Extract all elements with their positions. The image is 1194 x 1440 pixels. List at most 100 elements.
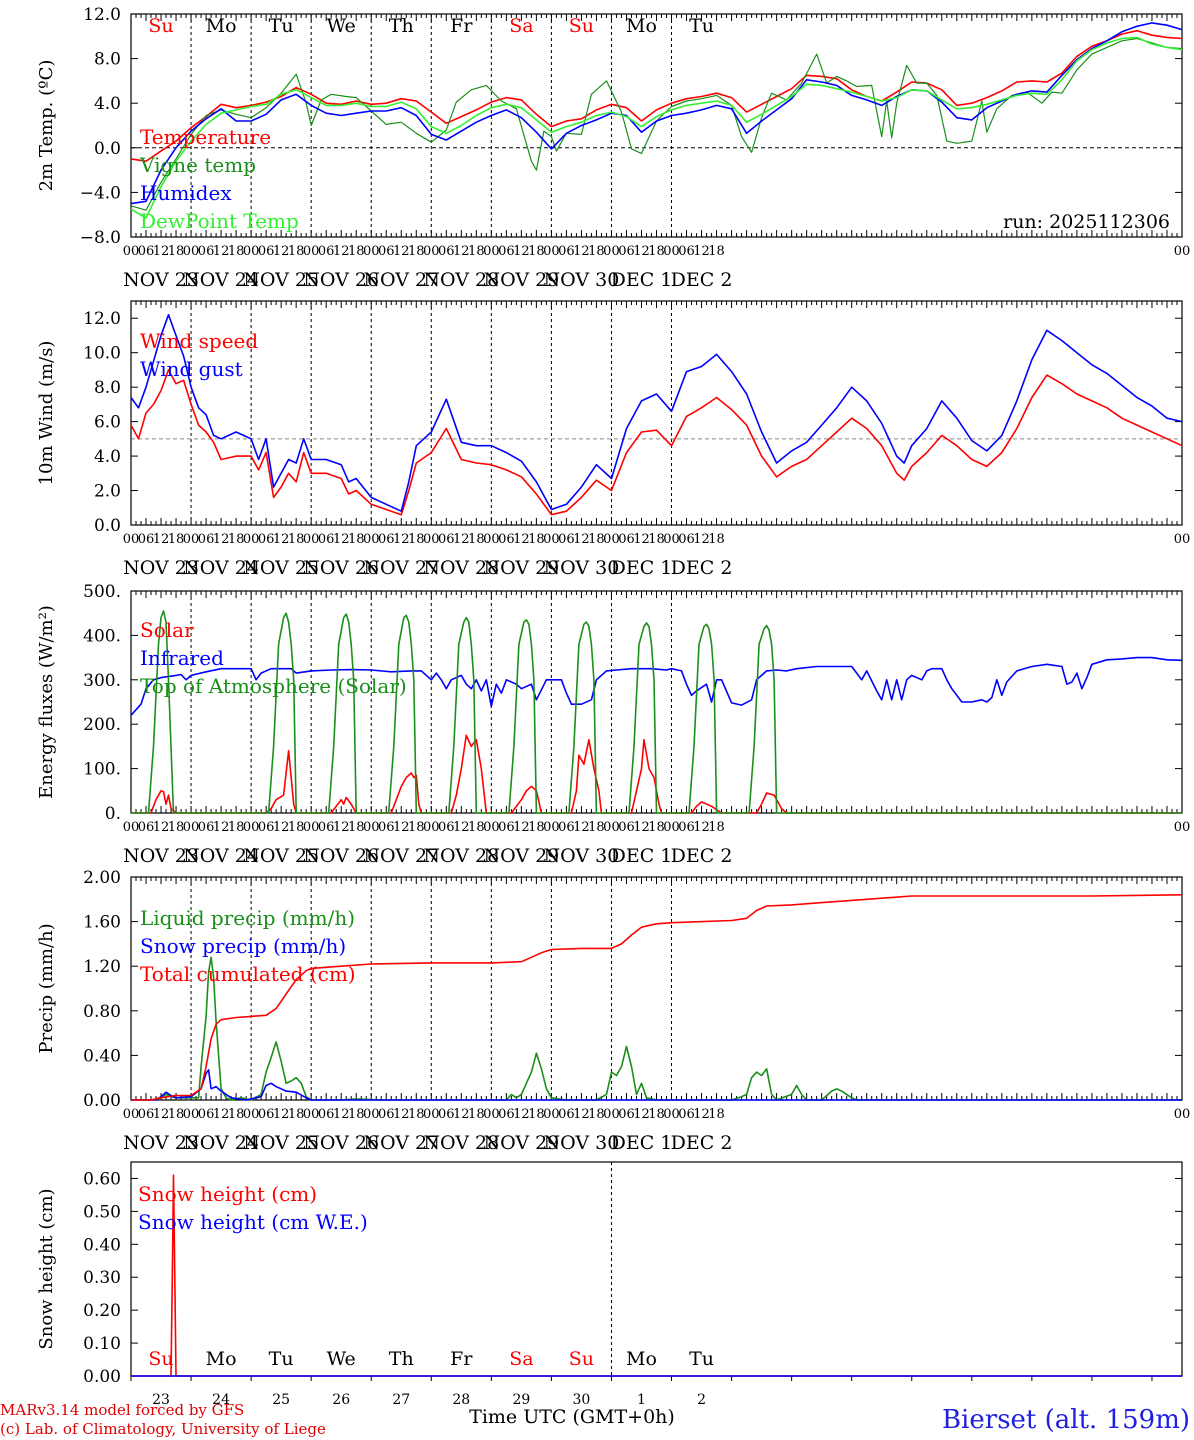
y-tick-label: 400. (83, 626, 121, 646)
hour-tick-label: 18 (468, 820, 485, 835)
panel-temperature: −8.0−4.00.04.08.012.02m Temp. (ºC)000612… (36, 5, 1190, 291)
hour-tick-label: 12 (573, 820, 590, 835)
date-label: NOV 23 (123, 269, 199, 291)
y-tick-label: 8.0 (94, 378, 121, 398)
hour-tick-label: 18 (588, 244, 605, 259)
day-of-week-label: Tu (689, 15, 714, 37)
hour-tick-label: 18 (528, 244, 545, 259)
hour-tick-label: 06 (438, 1107, 455, 1122)
hour-tick-label: 00 (363, 1107, 380, 1122)
hour-tick-label: 12 (633, 1107, 650, 1122)
y-tick-label: 12.0 (83, 309, 121, 329)
hour-tick-label: 00 (183, 532, 200, 547)
hour-tick-label: 00 (603, 532, 620, 547)
hour-tick-label: 06 (678, 244, 695, 259)
hour-tick-label: 00 (543, 244, 560, 259)
hour-tick-label: 12 (393, 244, 410, 259)
y-tick-label: 0.20 (83, 1301, 121, 1321)
date-label: NOV 29 (483, 1132, 559, 1154)
date-label: NOV 26 (303, 557, 379, 579)
hour-tick-label: 18 (348, 820, 365, 835)
hour-tick-label: 06 (138, 1107, 155, 1122)
hour-tick-label: 18 (408, 244, 425, 259)
hour-tick-label: 00 (423, 820, 440, 835)
hour-tick-label: 06 (558, 1107, 575, 1122)
hour-tick-label: 00 (303, 1107, 320, 1122)
day-of-week-label: Mo (626, 1348, 657, 1370)
y-axis-label: Precip (mm/h) (36, 923, 57, 1053)
day-of-week-label: Fr (450, 15, 473, 37)
series-line-dewpoint-temp (130, 36, 1183, 219)
hour-tick-label: 18 (708, 1107, 725, 1122)
hour-tick-label: 06 (318, 1107, 335, 1122)
day-of-week-label: Mo (206, 1348, 237, 1370)
date-label: NOV 30 (544, 1132, 620, 1154)
hour-tick-label: 06 (138, 244, 155, 259)
hour-tick-label: 12 (393, 820, 410, 835)
hour-tick-label: 12 (573, 244, 590, 259)
hour-tick-label: 06 (318, 820, 335, 835)
hour-tick-label: 06 (198, 244, 215, 259)
legend-entry: Snow precip (mm/h) (140, 934, 346, 958)
series-line-top-of-atmosphere-solar (131, 610, 1182, 814)
hour-tick-label: 00 (243, 532, 260, 547)
hour-tick-label: 00 (483, 244, 500, 259)
hour-tick-label: 12 (333, 820, 350, 835)
y-tick-label: 500. (83, 582, 121, 602)
hour-tick-label: 06 (618, 532, 635, 547)
hour-tick-label: 18 (408, 820, 425, 835)
hour-tick-label: 00 (663, 244, 680, 259)
hour-tick-label: 00 (423, 1107, 440, 1122)
date-label: NOV 27 (363, 1132, 439, 1154)
hour-tick-label: 12 (213, 244, 230, 259)
hour-tick-label: 18 (468, 1107, 485, 1122)
series-line-liquid-precip-mm-h (131, 956, 1182, 1101)
y-tick-label: 6.0 (94, 413, 121, 433)
y-tick-label: 0.40 (83, 1235, 121, 1255)
hour-tick-label: 06 (678, 1107, 695, 1122)
date-label: NOV 24 (183, 557, 259, 579)
legend-entry: Vigne temp (139, 153, 256, 177)
hour-tick-label: 00 (483, 532, 500, 547)
series-line-wind-gust (130, 314, 1183, 512)
y-tick-label: 2.00 (83, 868, 121, 888)
hour-tick-label: 12 (513, 244, 530, 259)
y-tick-label: 0.0 (94, 139, 121, 159)
hour-tick-label: 12 (273, 1107, 290, 1122)
y-tick-label: 0.00 (83, 1091, 121, 1111)
date-label: DEC 2 (671, 845, 733, 867)
legend-entry: Snow height (cm) (138, 1182, 317, 1206)
hour-tick-label: 06 (258, 244, 275, 259)
date-label: NOV 28 (423, 269, 499, 291)
hour-tick-label: 12 (573, 1107, 590, 1122)
y-tick-label: −8.0 (80, 228, 121, 248)
day-number-label: 27 (392, 1392, 410, 1408)
hour-tick-label: 18 (228, 1107, 245, 1122)
hour-tick-label: 06 (558, 532, 575, 547)
date-label: NOV 23 (123, 557, 199, 579)
date-label: DEC 2 (671, 269, 733, 291)
hour-tick-label: 18 (528, 532, 545, 547)
day-of-week-label: Tu (269, 1348, 294, 1370)
hour-tick-label: 12 (153, 532, 170, 547)
y-axis-label: Energy fluxes (W/m²) (36, 605, 57, 799)
hour-tick-label: 06 (378, 244, 395, 259)
hour-tick-label: 06 (258, 532, 275, 547)
day-number-label: 30 (573, 1392, 591, 1408)
hour-tick-label: 06 (378, 532, 395, 547)
hour-tick-label: 18 (588, 820, 605, 835)
hour-tick-label: 00 (123, 532, 140, 547)
hour-tick-label: 00 (303, 244, 320, 259)
date-label: NOV 29 (483, 557, 559, 579)
date-label: NOV 25 (243, 557, 319, 579)
hour-tick-label: 18 (348, 1107, 365, 1122)
hour-tick-label: 06 (618, 820, 635, 835)
hour-tick-label: 18 (528, 820, 545, 835)
date-label: DEC 1 (611, 845, 673, 867)
day-of-week-label: Fr (450, 1348, 473, 1370)
hour-tick-label: 12 (513, 820, 530, 835)
hour-tick-label: 00 (1174, 1107, 1191, 1122)
hour-tick-label: 06 (138, 532, 155, 547)
hour-tick-label: 06 (138, 820, 155, 835)
day-number-label: 24 (212, 1392, 230, 1408)
